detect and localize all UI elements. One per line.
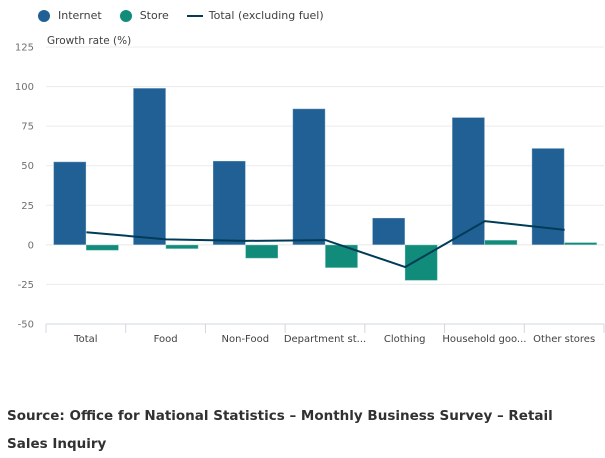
legend-item-total[interactable]: Total (excluding fuel) [186,9,324,22]
legend-label-internet: Internet [58,9,102,22]
bar-store [563,241,598,246]
legend-label-store: Store [139,9,169,22]
bar-internet [53,161,87,246]
bar-internet [132,87,167,246]
bar-internet [212,160,246,246]
legend-item-store[interactable]: Store [119,9,169,22]
x-axis: Total Food Non-Food Department st... Clothin… [45,323,605,345]
chart-legend: Internet Store Total (excluding fuel) [38,9,342,22]
legend-marker-total-icon [186,14,203,17]
y-tick-label: 100 [15,82,34,93]
y-tick-label: -25 [18,280,34,291]
line-total-excluding-fuel [86,220,565,269]
x-category-label: Non-Food [222,334,270,345]
source-note: Source: Office for National Statistics –… [7,408,553,452]
x-category-label: Department st... [284,334,366,345]
y-tick-label: 25 [21,201,34,212]
bar-internet [292,108,326,246]
y-axis-ticks: 125 100 75 50 25 0 -25 -50 [15,43,34,331]
legend-marker-internet-icon [38,9,50,22]
x-category-label: Household goo... [442,334,526,345]
bar-internet [531,147,565,246]
y-tick-label: 50 [21,161,34,172]
bars [53,87,598,281]
y-tick-label: 125 [15,43,34,54]
bar-store [165,244,199,250]
x-category-label: Total [73,334,97,345]
x-category-label: Other stores [533,334,595,345]
legend-item-internet[interactable]: Internet [38,9,102,22]
bar-store [484,239,518,246]
bar-store [85,244,120,251]
legend-label-total: Total (excluding fuel) [208,9,324,22]
chart-area: 125 100 75 50 25 0 -25 -50 Growth rate (%) Tota… [15,35,605,345]
total-line [86,220,565,269]
bar-internet [451,116,486,246]
bar-internet [371,217,406,246]
bar-store [244,244,279,259]
legend-marker-store-icon [119,9,132,22]
x-category-label: Food [154,334,178,345]
y-tick-label: 75 [21,122,34,133]
y-tick-label: -50 [18,320,34,331]
y-tick-label: 0 [28,240,34,251]
x-category-label: Clothing [384,334,426,345]
y-axis-label: Growth rate (%) [47,35,131,47]
